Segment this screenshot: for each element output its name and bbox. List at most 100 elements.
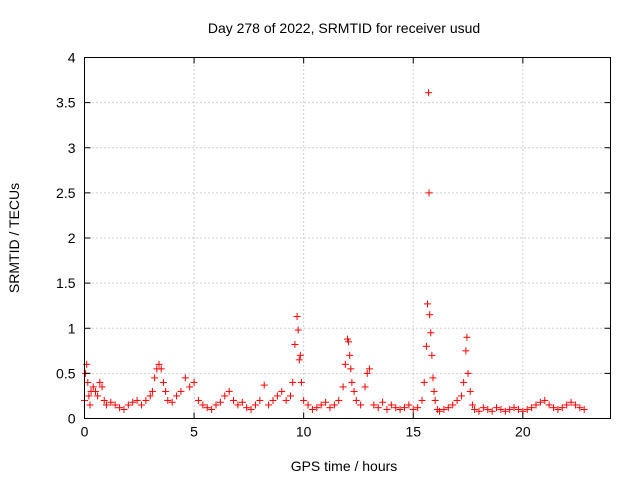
data-point: [304, 401, 312, 409]
data-point: [300, 396, 308, 404]
data-point: [313, 404, 321, 412]
y-axis-ticks: 0 0.5 1 1.5 2 2.5 3 3.5 4: [56, 50, 611, 427]
data-point: [436, 407, 444, 415]
data-point: [173, 392, 181, 400]
data-point: [85, 392, 93, 400]
data-point: [208, 405, 216, 413]
data-point: [374, 404, 382, 412]
data-point: [471, 405, 479, 413]
data-point: [291, 340, 299, 348]
data-point: [528, 404, 536, 412]
grid-lines: [84, 57, 611, 419]
data-point: [363, 369, 371, 377]
data-point: [111, 401, 119, 409]
data-point: [133, 396, 141, 404]
data-point: [186, 383, 194, 391]
data-point: [129, 398, 137, 406]
data-point: [428, 351, 436, 359]
x-tick-label: 20: [515, 424, 531, 440]
data-point: [137, 401, 145, 409]
data-point: [317, 401, 325, 409]
data-point: [545, 401, 553, 409]
data-point: [387, 401, 395, 409]
data-point: [554, 405, 562, 413]
data-point: [251, 401, 259, 409]
data-point: [460, 378, 468, 386]
data-point: [541, 396, 549, 404]
data-point: [181, 374, 189, 382]
data-point: [427, 329, 435, 337]
data-point: [396, 405, 404, 413]
data-point: [346, 351, 354, 359]
data-point: [365, 365, 373, 373]
data-point: [203, 404, 211, 412]
data-point: [425, 89, 433, 97]
data-point: [536, 398, 544, 406]
data-point: [514, 405, 522, 413]
x-axis-label: GPS time / hours: [291, 458, 398, 474]
data-point: [400, 404, 408, 412]
data-point: [308, 405, 316, 413]
data-point: [142, 396, 150, 404]
data-point: [322, 398, 330, 406]
chart-title: Day 278 of 2022, SRMTID for receiver usu…: [208, 20, 480, 36]
data-point: [330, 401, 338, 409]
data-point: [361, 383, 369, 391]
data-point: [563, 401, 571, 409]
data-point: [256, 396, 264, 404]
data-point: [273, 392, 281, 400]
data-point: [423, 300, 431, 308]
data-points: [81, 89, 588, 415]
data-point: [269, 396, 277, 404]
data-point: [162, 387, 170, 395]
data-point: [164, 396, 172, 404]
data-point: [335, 396, 343, 404]
data-point: [341, 360, 349, 368]
x-tick-label: 5: [190, 424, 198, 440]
y-tick-label: 3.5: [56, 95, 76, 111]
data-point: [212, 401, 220, 409]
data-point: [297, 378, 305, 386]
data-point: [493, 404, 501, 412]
data-point: [431, 396, 439, 404]
data-point: [326, 404, 334, 412]
data-point: [392, 404, 400, 412]
y-tick-label: 1: [68, 320, 76, 336]
data-point: [190, 378, 198, 386]
data-point: [357, 401, 365, 409]
data-point: [430, 387, 438, 395]
data-point: [426, 311, 434, 319]
data-point: [449, 401, 457, 409]
data-point: [466, 387, 474, 395]
data-point: [91, 387, 99, 395]
data-point: [405, 401, 413, 409]
data-point: [462, 347, 470, 355]
data-point: [216, 398, 224, 406]
data-point: [100, 396, 108, 404]
data-point: [98, 383, 106, 391]
data-point: [440, 405, 448, 413]
data-point: [96, 378, 104, 386]
data-point: [523, 405, 531, 413]
data-point: [247, 405, 255, 413]
data-point: [425, 189, 433, 197]
data-point: [550, 404, 558, 412]
data-point: [429, 374, 437, 382]
data-point: [243, 404, 251, 412]
data-point: [475, 407, 483, 415]
data-point: [339, 383, 347, 391]
data-point: [168, 398, 176, 406]
data-point: [157, 365, 165, 373]
x-axis-ticks: 0 5 10 15 20: [81, 57, 531, 440]
data-point: [295, 356, 303, 364]
data-point: [282, 396, 290, 404]
data-point: [177, 387, 185, 395]
data-point: [265, 401, 273, 409]
data-point: [506, 405, 514, 413]
data-point: [278, 387, 286, 395]
data-point: [468, 401, 476, 409]
data-point: [422, 342, 430, 350]
data-point: [420, 378, 428, 386]
data-point: [148, 387, 156, 395]
data-point: [230, 396, 238, 404]
